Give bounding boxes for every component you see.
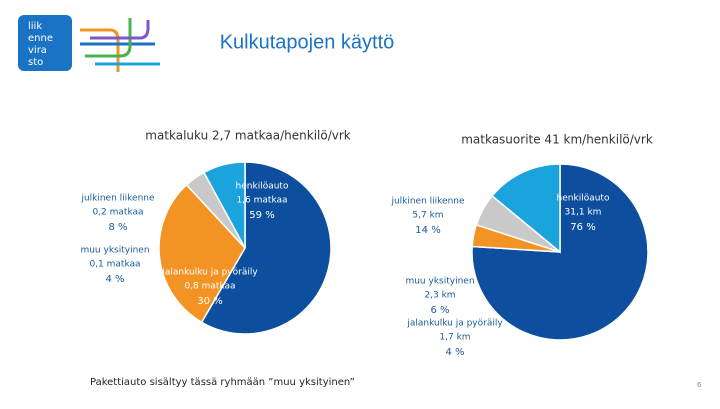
slice-amount: 0,8 matkaa	[184, 282, 235, 292]
slice-value-label: 4 %	[445, 347, 464, 358]
slice-amount: 5,7 km	[412, 211, 443, 221]
logo-arrows	[80, 18, 160, 72]
slice-amount: 0,1 matkaa	[89, 260, 140, 270]
logo-text: liik	[28, 21, 42, 32]
slice-category: julkinen liikenne	[390, 197, 465, 207]
footnote: Pakettiauto sisältyy tässä ryhmään ”muu …	[90, 377, 355, 388]
slice-category: julkinen liikenne	[80, 194, 155, 204]
slice-value-label: 76 %	[570, 222, 595, 233]
slice-value-label: 59 %	[249, 210, 274, 221]
slice-amount: 1,7 km	[439, 333, 470, 343]
page-number: 6	[697, 381, 702, 389]
chart-title: matkasuorite 41 km/henkilö/vrk	[461, 133, 653, 147]
slice-category: muu yksityinen	[80, 246, 149, 256]
pie-slice	[200, 161, 332, 335]
slice-category: jalankulku ja pyöräily	[161, 268, 258, 278]
slice-category: jalankulku ja pyöräily	[406, 319, 503, 329]
logo-text: vira	[28, 45, 47, 56]
slice-value-label: 14 %	[415, 225, 440, 236]
slice-category: muu yksityinen	[405, 277, 474, 287]
slice-amount: 0,2 matkaa	[92, 208, 143, 218]
slice-category: henkilöauto	[557, 194, 610, 204]
slide-title: Kulkutapojen käyttö	[220, 31, 395, 53]
slice-value-label: 4 %	[105, 274, 124, 285]
logo-text: sto	[28, 57, 43, 68]
pie-slice	[158, 183, 246, 324]
slice-category: henkilöauto	[236, 182, 289, 192]
pie-slice	[202, 161, 246, 249]
slice-amount: 31,1 km	[565, 208, 602, 218]
logo-text: enne	[28, 33, 53, 44]
slice-amount: 1,6 matkaa	[236, 196, 287, 206]
slice-value-label: 6 %	[430, 305, 449, 316]
slice-amount: 2,3 km	[424, 291, 455, 301]
slice-value-label: 8 %	[108, 222, 127, 233]
slice-value-label: 30 %	[197, 296, 222, 307]
logo-box	[18, 15, 72, 71]
chart-title: matkaluku 2,7 matkaa/henkilö/vrk	[145, 129, 351, 143]
pie-slice	[491, 163, 561, 254]
